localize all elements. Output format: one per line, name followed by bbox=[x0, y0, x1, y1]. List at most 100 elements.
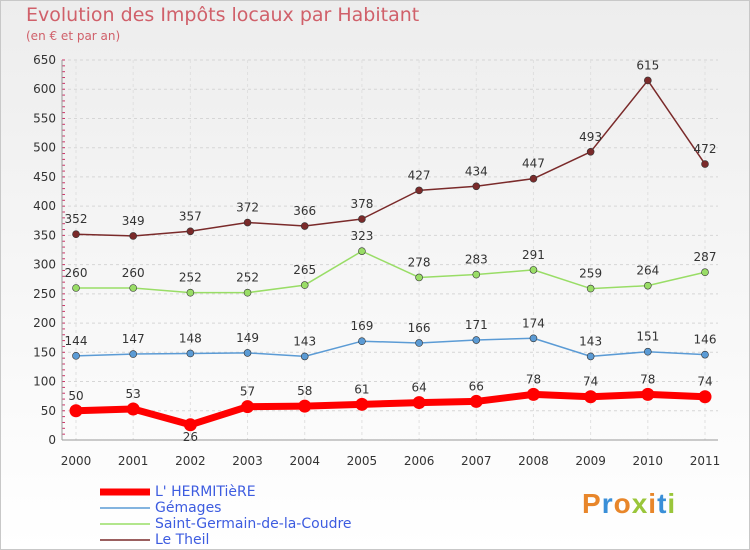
data-label: 260 bbox=[65, 266, 88, 280]
data-label: 149 bbox=[236, 331, 259, 345]
data-point bbox=[415, 273, 423, 282]
data-label: 366 bbox=[293, 204, 316, 218]
data-label: 260 bbox=[122, 266, 145, 280]
data-point bbox=[358, 247, 366, 255]
data-label: 148 bbox=[179, 331, 202, 345]
x-tick-label: 2004 bbox=[289, 454, 320, 468]
data-point bbox=[526, 387, 540, 401]
data-label: 171 bbox=[465, 318, 488, 332]
data-point bbox=[183, 418, 197, 432]
y-tick-label: 500 bbox=[33, 141, 56, 155]
data-label: 146 bbox=[694, 333, 717, 347]
y-tick-label: 450 bbox=[33, 170, 56, 184]
y-tick-label: 100 bbox=[33, 375, 56, 389]
y-tick-label: 300 bbox=[33, 258, 56, 272]
y-tick-label: 400 bbox=[33, 199, 56, 213]
data-point bbox=[186, 227, 195, 236]
data-point bbox=[529, 266, 538, 274]
legend-label: Le Theil bbox=[155, 532, 210, 548]
data-point bbox=[698, 390, 712, 404]
data-point bbox=[469, 394, 483, 408]
data-label: 472 bbox=[694, 142, 717, 156]
data-label: 287 bbox=[694, 250, 717, 264]
data-label: 447 bbox=[522, 157, 545, 171]
y-tick-label: 250 bbox=[33, 287, 56, 301]
data-label: 349 bbox=[122, 214, 145, 228]
x-tick-label: 2002 bbox=[175, 454, 206, 468]
data-point bbox=[298, 399, 312, 413]
data-label: 26 bbox=[183, 430, 198, 444]
x-tick-label: 2001 bbox=[118, 454, 149, 468]
data-point bbox=[126, 402, 140, 416]
data-label: 58 bbox=[297, 384, 312, 398]
series-line-3 bbox=[75, 79, 706, 237]
data-label: 57 bbox=[240, 385, 255, 399]
data-label: 143 bbox=[293, 334, 316, 348]
data-label: 434 bbox=[465, 164, 488, 178]
chart-title: Evolution des Impôts locaux par Habitant bbox=[26, 4, 420, 26]
proxiti-logo: Proxiti bbox=[582, 488, 677, 519]
data-point bbox=[243, 218, 252, 227]
data-label: 64 bbox=[411, 381, 426, 395]
data-point bbox=[243, 288, 252, 297]
data-point bbox=[472, 270, 481, 279]
data-point bbox=[72, 352, 80, 360]
legend-label: L' HERMITièRE bbox=[155, 484, 256, 500]
y-tick-label: 50 bbox=[41, 404, 56, 418]
series-line-2 bbox=[76, 250, 706, 294]
data-label: 291 bbox=[522, 248, 545, 262]
data-point bbox=[644, 347, 652, 356]
data-point bbox=[129, 232, 137, 240]
data-label: 372 bbox=[236, 201, 259, 215]
data-point bbox=[644, 281, 652, 290]
data-label: 493 bbox=[579, 130, 602, 144]
x-tick-label: 2000 bbox=[61, 454, 92, 468]
y-tick-label: 150 bbox=[33, 345, 56, 359]
data-point bbox=[586, 352, 595, 361]
data-point bbox=[644, 76, 652, 85]
y-tick-label: 650 bbox=[33, 53, 56, 67]
data-point bbox=[586, 284, 595, 293]
data-label: 74 bbox=[697, 375, 712, 389]
data-label: 615 bbox=[636, 58, 659, 72]
data-point bbox=[415, 339, 423, 347]
data-label: 144 bbox=[65, 334, 88, 348]
data-point bbox=[358, 337, 366, 346]
data-point bbox=[129, 284, 137, 292]
data-point bbox=[186, 288, 195, 297]
data-label: 427 bbox=[408, 168, 431, 182]
data-label: 352 bbox=[65, 212, 88, 226]
data-point bbox=[701, 350, 709, 359]
data-label: 143 bbox=[579, 334, 602, 348]
x-tick-label: 2007 bbox=[461, 454, 492, 468]
data-point bbox=[584, 390, 598, 404]
data-point bbox=[72, 230, 80, 239]
data-label: 151 bbox=[636, 330, 659, 344]
series-line-1 bbox=[75, 337, 706, 358]
data-point bbox=[241, 400, 255, 414]
x-tick-label: 2005 bbox=[347, 454, 378, 468]
x-tick-label: 2003 bbox=[232, 454, 263, 468]
y-tick-label: 200 bbox=[33, 316, 56, 330]
data-point bbox=[412, 396, 426, 410]
data-label: 74 bbox=[583, 375, 598, 389]
y-tick-label: 0 bbox=[48, 433, 56, 447]
data-point bbox=[586, 147, 595, 156]
data-point bbox=[701, 268, 709, 277]
legend-label: Saint-Germain-de-la-Coudre bbox=[155, 516, 352, 532]
chart-subtitle: (en € et par an) bbox=[26, 29, 121, 43]
data-label: 147 bbox=[122, 332, 145, 346]
data-label: 66 bbox=[469, 379, 484, 393]
y-tick-label: 550 bbox=[33, 111, 56, 125]
data-label: 53 bbox=[126, 387, 141, 401]
data-label: 264 bbox=[636, 264, 659, 278]
x-tick-label: 2011 bbox=[690, 454, 721, 468]
data-point bbox=[129, 350, 137, 358]
data-label: 357 bbox=[179, 209, 202, 223]
x-tick-label: 2009 bbox=[575, 454, 606, 468]
data-label: 78 bbox=[526, 372, 541, 386]
data-label: 78 bbox=[640, 372, 655, 386]
data-label: 252 bbox=[236, 271, 259, 285]
